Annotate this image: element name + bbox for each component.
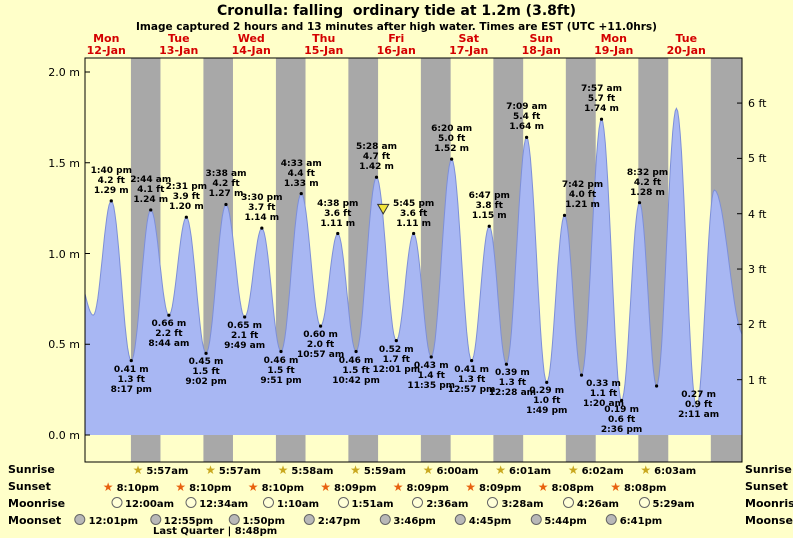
moonset-row-label-right: Moonset <box>745 514 793 527</box>
tide-extreme-dot <box>204 351 208 355</box>
tide-extreme-dot <box>450 157 454 161</box>
moonrise-row-label-left: Moonrise <box>8 497 66 510</box>
tide-extreme-dot <box>243 315 247 319</box>
current-tide-marker-icon <box>376 203 390 215</box>
tide-extreme-dot <box>167 313 171 317</box>
tide-extreme-dot <box>524 135 529 139</box>
tide-extreme-dot <box>545 380 549 384</box>
tide-extreme-dot <box>654 384 659 388</box>
tide-extreme-dot <box>149 208 153 212</box>
plot-frame <box>84 57 743 463</box>
tide-extreme-dot <box>184 215 188 219</box>
tide-extreme-dot <box>487 224 491 228</box>
tide-extreme-dot <box>429 355 433 359</box>
tide-extreme-dot <box>470 358 474 363</box>
sunset-row-label-left: Sunset <box>8 480 51 493</box>
tide-extreme-dot <box>129 358 133 363</box>
tide-extreme-dot <box>504 362 509 366</box>
tide-extreme-dot <box>260 226 264 230</box>
tide-extreme-dot <box>299 192 303 196</box>
moonrise-row-label-right: Moonrise <box>745 497 793 510</box>
tide-extreme-dot <box>374 175 379 179</box>
moon-phase-label: Last Quarter | 8:48pm <box>153 526 278 537</box>
tide-curve-line <box>85 107 742 409</box>
sunrise-row-label-left: Sunrise <box>8 463 55 476</box>
tide-extreme-dot <box>637 201 642 205</box>
tide-extreme-dot <box>412 231 416 236</box>
moonset-row-label-left: Moonset <box>8 514 62 527</box>
tide-curve-area <box>85 108 742 435</box>
tide-extreme-dot <box>599 117 604 121</box>
tide-extreme-dot <box>579 373 584 377</box>
chart-title: Cronulla: falling ordinary tide at 1.2m … <box>216 3 577 19</box>
plot-area <box>85 58 742 462</box>
sunset-row-label-right: Sunset <box>745 480 788 493</box>
tide-extreme-dot <box>394 339 398 343</box>
tide-extreme-dot <box>562 213 567 217</box>
tide-extreme-dot <box>354 349 358 354</box>
tide-extreme-dot <box>224 202 228 207</box>
sunrise-row-label-right: Sunrise <box>745 463 792 476</box>
tide-extreme-dot <box>620 398 624 403</box>
tide-extreme-dot <box>279 349 283 354</box>
chart-subtitle: Image captured 2 hours and 13 minutes af… <box>136 21 657 33</box>
tide-extreme-dot <box>336 231 340 236</box>
tide-extreme-dot <box>318 324 323 328</box>
tide-extreme-dot <box>109 199 113 203</box>
